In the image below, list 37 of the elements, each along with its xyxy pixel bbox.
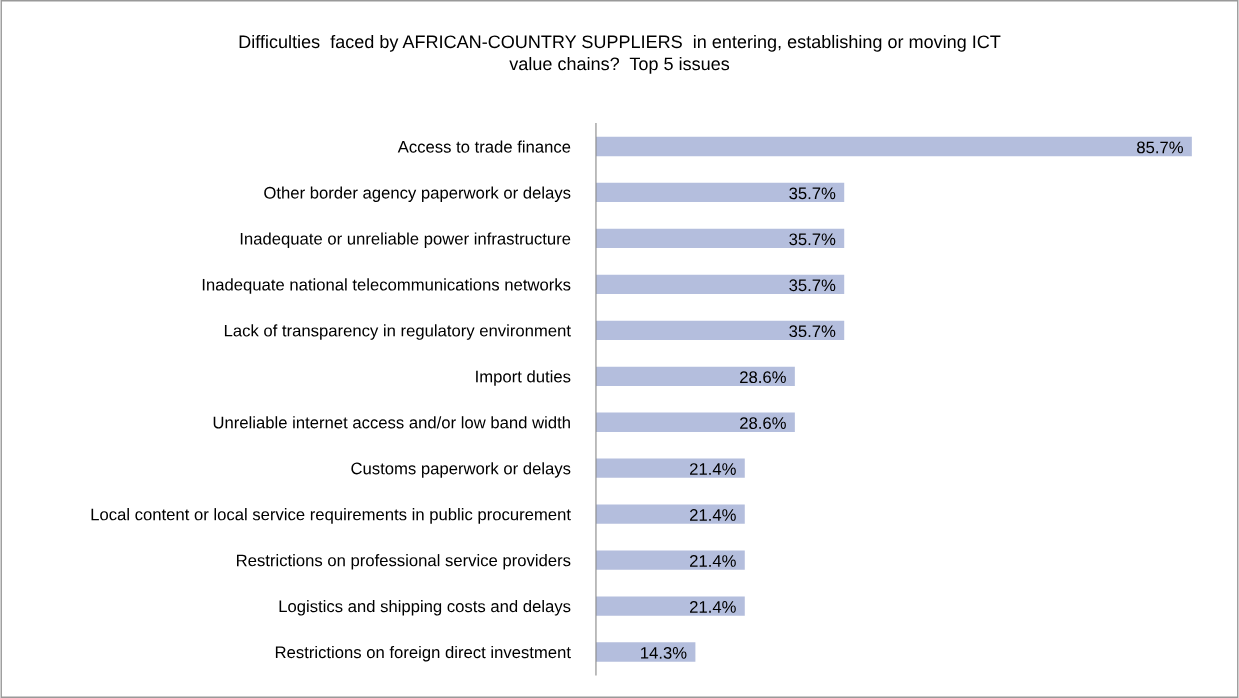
bar — [595, 182, 845, 203]
data-label: 28.6% — [740, 417, 786, 429]
bar — [595, 136, 1192, 157]
data-label: 85.7% — [1137, 141, 1183, 154]
y-tick-label: Customs paperwork or delays — [351, 462, 571, 478]
bar — [595, 458, 745, 478]
y-tick-label: Inadequate or unreliable power infrastructure — [240, 232, 571, 248]
bar — [595, 642, 696, 662]
y-tick-label: Logistics and shipping costs and delays — [279, 600, 571, 616]
bar — [595, 366, 795, 386]
y-tick-label: Restrictions on foreign direct investment — [275, 645, 571, 662]
data-label: 14.3% — [641, 646, 687, 659]
chart-title: Difficulties faced by AFRICAN-COUNTRY SUPPLIERS in entering, establishing or moving ICT value chains? Top 5 issues — [239, 34, 1001, 74]
data-label: 35.7% — [789, 187, 836, 200]
data-label: 21.4% — [690, 555, 736, 567]
bar — [595, 320, 845, 340]
data-label: 35.7% — [789, 325, 836, 338]
y-tick-label: Access to trade finance — [397, 140, 571, 153]
bar — [595, 504, 745, 524]
data-label: 35.7% — [789, 233, 836, 246]
data-label: 35.7% — [789, 279, 836, 292]
bar — [595, 412, 795, 432]
bar — [595, 274, 845, 295]
y-tick-label: Import duties — [476, 370, 571, 386]
y-tick-label: Restrictions on professional service providers — [237, 554, 571, 570]
y-tick-label: Inadequate national telecommunications networks — [202, 278, 571, 294]
y-tick-label: Lack of transparency in regulatory environment — [224, 324, 571, 340]
bar — [595, 596, 745, 616]
bar — [595, 228, 845, 249]
data-label: 21.4% — [690, 463, 736, 475]
data-label: 21.4% — [690, 509, 736, 521]
y-tick-label: Unreliable internet access and/or low band width — [213, 416, 570, 429]
y-tick-label: Other border agency paperwork or delays — [264, 186, 571, 202]
data-label: 28.6% — [740, 371, 786, 384]
bar — [595, 550, 745, 570]
data-label: 21.4% — [690, 601, 736, 613]
y-tick-label: Local content or local service requirements in public procurement — [91, 508, 571, 524]
